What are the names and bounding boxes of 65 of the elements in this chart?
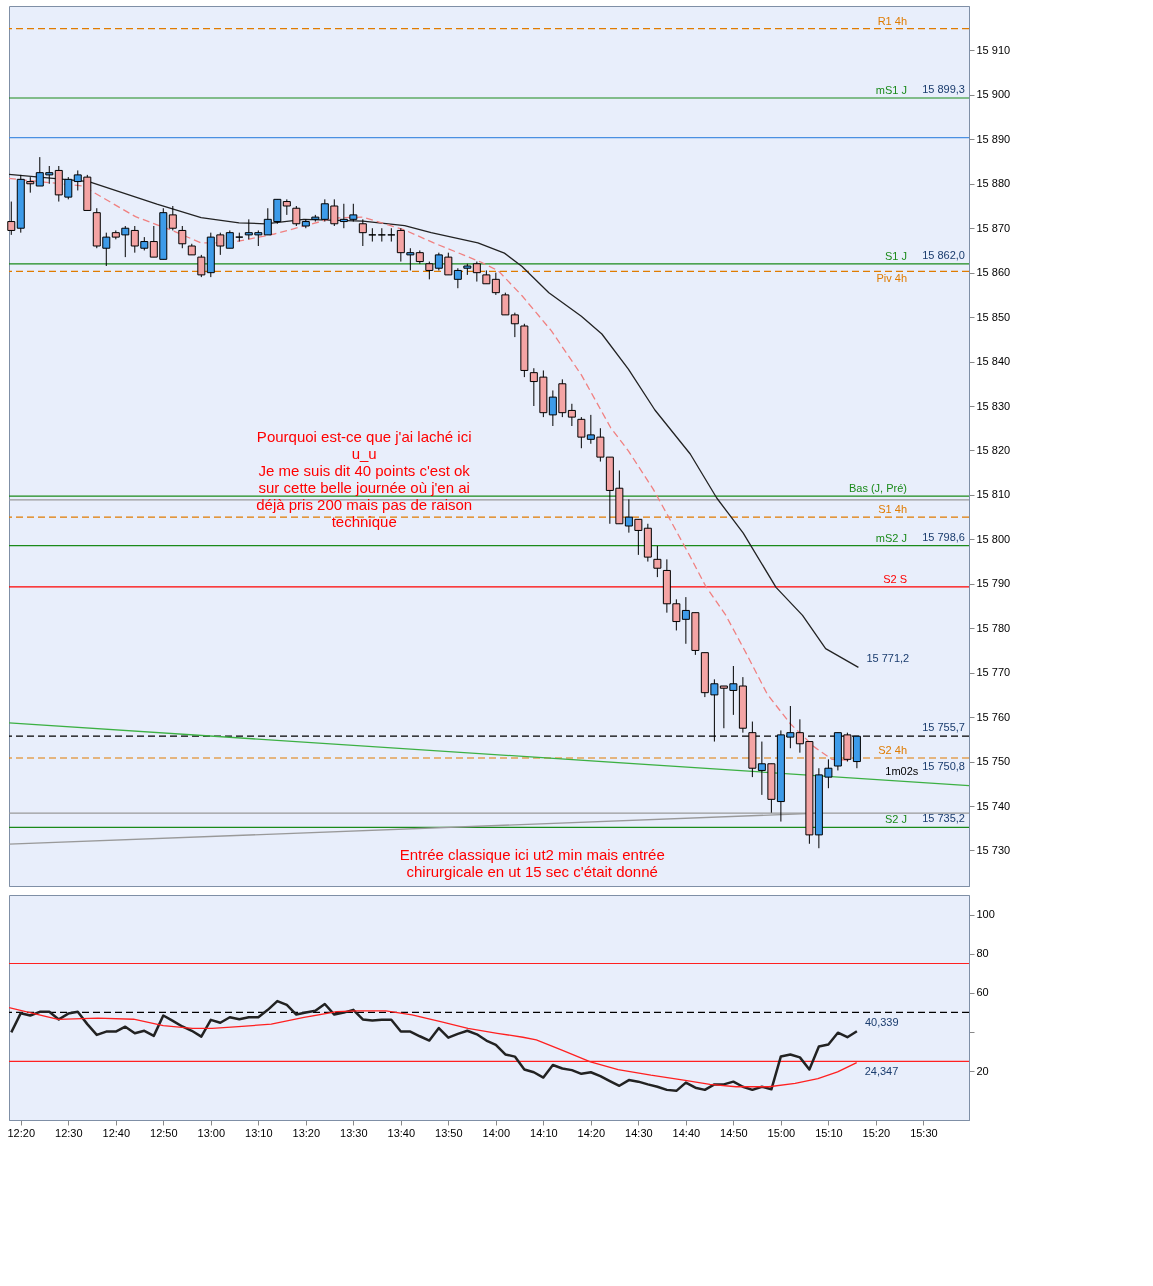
y-tick-label: 15 820 <box>976 443 1011 456</box>
annotation: 1m02s <box>885 764 919 777</box>
y-tick-label: 15 770 <box>976 666 1011 679</box>
annotation: 15 750,8 <box>922 760 965 772</box>
ref-line-label: S2 4h <box>878 744 907 756</box>
ref-line-label: mS1 J <box>875 84 907 96</box>
y-tick-label: 15 900 <box>976 88 1011 101</box>
y-tick-label: 60 <box>976 986 989 999</box>
x-tick-label: 13:50 <box>435 1126 463 1139</box>
y-tick-label: 15 830 <box>976 399 1011 412</box>
annotation: Pourquoi est-ce que j'ai laché ici u_u Je me suis dit 40 points c'est ok sur cette belle journée où j'en ai déjà pris 200 mais pas de raison technique <box>256 428 473 531</box>
y-tick-label: 15 730 <box>976 843 1011 856</box>
annotation: 40,339 <box>864 1016 899 1029</box>
ref-line-label: Piv 4h <box>876 272 907 285</box>
annotation: 15 735,2 <box>922 812 965 825</box>
y-tick-label: 15 740 <box>976 799 1011 812</box>
x-tick-label: 15:30 <box>910 1126 938 1139</box>
annotation: 15 798,6 <box>922 530 965 543</box>
x-tick-label: 13:30 <box>340 1126 368 1139</box>
ref-line-label: Bas (J, Pré) <box>848 482 907 495</box>
x-tick-label: 12:20 <box>7 1126 36 1139</box>
annotation: 15 862,0 <box>922 248 965 261</box>
y-tick-label: 15 870 <box>976 221 1011 234</box>
y-tick-label: 15 850 <box>976 310 1011 323</box>
ref-line-label: S2 S <box>883 572 907 585</box>
y-tick-label: 15 880 <box>976 177 1011 190</box>
ref-line-label: mS2 J <box>875 531 907 544</box>
y-tick-label: 15 860 <box>976 266 1011 279</box>
x-tick-label: 14:50 <box>720 1126 748 1139</box>
x-tick-label: 14:20 <box>577 1126 606 1139</box>
x-tick-label: 14:30 <box>625 1126 653 1139</box>
y-tick-label: 80 <box>976 947 989 960</box>
annotation: 24,347 <box>864 1064 899 1077</box>
x-tick-label: 15:00 <box>767 1126 796 1139</box>
annotation: Entrée classique ici ut2 min mais entrée chirurgicale en ut 15 sec c'était donné <box>399 846 665 881</box>
x-tick-label: 14:10 <box>530 1126 558 1139</box>
ref-line-label: S1 J <box>884 249 907 262</box>
x-tick-label: 13:20 <box>292 1126 321 1139</box>
y-tick-label: 15 800 <box>976 532 1011 545</box>
y-tick-label: 15 910 <box>976 43 1011 56</box>
y-tick-label: 100 <box>976 908 995 921</box>
y-tick-label: 15 840 <box>976 355 1011 368</box>
x-tick-label: 15:20 <box>862 1126 891 1139</box>
x-tick-label: 14:40 <box>672 1126 701 1139</box>
annotation: 15 771,2 <box>866 652 910 665</box>
ref-line-label: S2 J <box>884 813 907 826</box>
ref-line-label: S1 4h <box>878 503 907 516</box>
y-tick-label: 15 760 <box>976 710 1011 723</box>
y-tick-label: 15 890 <box>976 132 1011 145</box>
x-tick-label: 13:00 <box>197 1126 226 1139</box>
y-tick-label: 15 810 <box>976 488 1011 501</box>
y-tick-label: 15 790 <box>976 577 1011 590</box>
annotation: 15 899,3 <box>922 83 965 95</box>
y-tick-label: 15 780 <box>976 621 1011 634</box>
y-tick-label: 15 750 <box>976 755 1011 768</box>
y-tick-label: 20 <box>976 1064 989 1077</box>
x-tick-label: 13:40 <box>387 1126 416 1139</box>
x-tick-label: 12:30 <box>55 1126 83 1139</box>
ref-line-label: R1 4h <box>877 14 907 27</box>
x-tick-label: 12:50 <box>150 1126 178 1139</box>
x-tick-label: 15:10 <box>815 1126 843 1139</box>
annotation: 15 755,7 <box>922 721 965 734</box>
x-tick-label: 14:00 <box>482 1126 511 1139</box>
x-tick-label: 13:10 <box>245 1126 273 1139</box>
x-tick-label: 12:40 <box>102 1126 131 1139</box>
